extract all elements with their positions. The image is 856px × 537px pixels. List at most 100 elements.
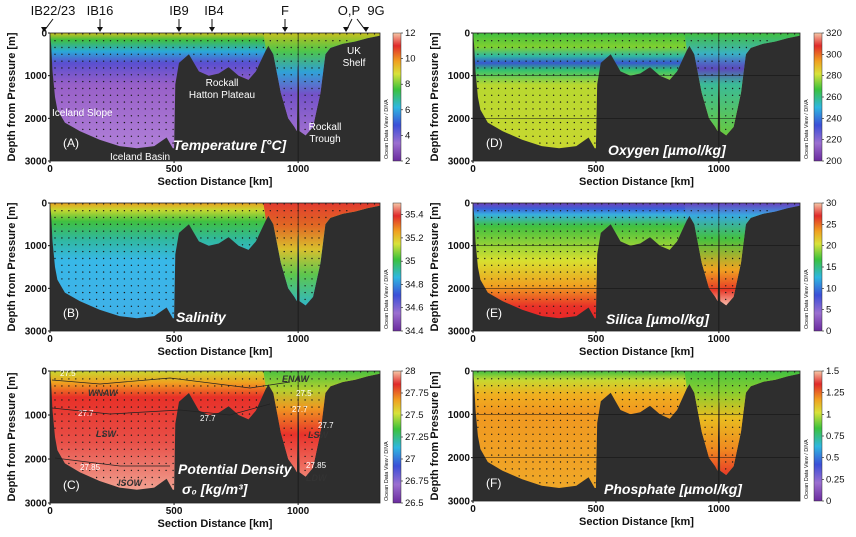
sample-dot bbox=[290, 230, 292, 232]
sample-dot bbox=[311, 60, 313, 62]
sample-dot bbox=[186, 33, 188, 35]
sample-dot bbox=[704, 419, 706, 422]
sample-dot bbox=[290, 115, 292, 117]
sample-dot bbox=[137, 142, 139, 144]
sample-dot bbox=[144, 128, 146, 131]
sample-dot bbox=[518, 468, 520, 470]
sample-dot bbox=[221, 46, 223, 49]
sample-dot bbox=[601, 392, 603, 394]
sample-dot bbox=[82, 203, 84, 205]
sample-dot bbox=[54, 420, 56, 422]
sample-dot bbox=[234, 203, 237, 205]
colorbar-tick-label: 200 bbox=[826, 156, 842, 167]
sample-dot bbox=[137, 420, 139, 422]
sample-dot bbox=[539, 237, 541, 239]
sample-dot bbox=[711, 87, 713, 90]
sample-dot bbox=[158, 46, 160, 49]
sample-dot bbox=[518, 121, 520, 124]
sample-dot bbox=[566, 101, 569, 103]
sample-dot bbox=[241, 237, 244, 239]
sample-dot bbox=[738, 378, 741, 380]
sample-dot bbox=[89, 237, 91, 239]
sample-dot bbox=[137, 285, 139, 287]
sample-dot bbox=[311, 74, 313, 76]
sample-dot bbox=[102, 46, 105, 49]
sample-dot bbox=[532, 257, 534, 260]
sample-dot bbox=[109, 210, 112, 212]
sample-dot bbox=[262, 216, 265, 219]
sample-dot bbox=[532, 108, 534, 110]
sample-dot bbox=[82, 230, 84, 232]
sample-dot bbox=[594, 468, 596, 470]
sample-dot bbox=[532, 412, 534, 415]
sample-dot bbox=[649, 392, 651, 394]
sample-dot bbox=[89, 378, 91, 380]
sample-dot bbox=[532, 392, 534, 394]
sample-dot bbox=[532, 223, 534, 225]
sample-dot bbox=[172, 385, 174, 387]
sample-dot bbox=[663, 412, 665, 415]
sample-dot bbox=[594, 80, 596, 83]
sample-dot bbox=[635, 60, 637, 62]
isopycnal-label: 27.85 bbox=[306, 461, 327, 470]
sample-dot bbox=[532, 475, 534, 477]
sample-dot bbox=[594, 461, 596, 463]
sample-dot bbox=[311, 441, 313, 443]
sample-dot bbox=[683, 378, 686, 380]
sample-dot bbox=[193, 53, 195, 55]
sample-dot bbox=[54, 237, 56, 239]
sample-dot bbox=[54, 399, 56, 401]
sample-dot bbox=[200, 40, 202, 42]
sample-dot bbox=[621, 60, 624, 62]
sample-dot bbox=[559, 210, 562, 212]
sample-dot bbox=[621, 203, 624, 205]
sample-dot bbox=[144, 87, 146, 90]
sample-dot bbox=[304, 87, 306, 90]
sample-dot bbox=[304, 74, 306, 76]
sample-dot bbox=[566, 482, 569, 484]
sample-dot bbox=[511, 419, 513, 422]
sample-dot bbox=[89, 108, 91, 110]
sample-dot bbox=[151, 244, 153, 246]
sample-dot bbox=[731, 447, 734, 449]
sample-dot bbox=[116, 74, 119, 76]
sample-dot bbox=[497, 216, 500, 219]
sample-dot bbox=[546, 482, 548, 484]
sample-dot bbox=[102, 135, 105, 137]
sample-dot bbox=[484, 264, 486, 266]
sample-dot bbox=[200, 67, 202, 69]
sample-dot bbox=[82, 237, 84, 239]
sample-dot bbox=[566, 223, 569, 225]
sample-dot bbox=[130, 378, 133, 380]
sample-dot bbox=[221, 392, 223, 394]
sample-dot bbox=[165, 385, 167, 387]
sample-dot bbox=[594, 210, 596, 212]
sample-dot bbox=[151, 142, 153, 144]
sample-dot bbox=[587, 385, 589, 387]
sample-dot bbox=[587, 447, 589, 449]
sample-dot bbox=[95, 94, 98, 97]
sample-dot bbox=[711, 285, 713, 287]
sample-dot bbox=[179, 392, 181, 394]
sample-dot bbox=[200, 392, 202, 394]
sample-dot bbox=[283, 427, 285, 429]
sample-dot bbox=[130, 371, 133, 373]
sample-dot bbox=[158, 203, 160, 205]
sample-dot bbox=[144, 305, 146, 307]
sample-dot bbox=[670, 53, 672, 55]
sample-dot bbox=[580, 87, 582, 90]
sample-dot bbox=[587, 433, 589, 435]
sample-dot bbox=[642, 405, 644, 408]
sample-dot bbox=[172, 250, 174, 253]
sample-dot bbox=[539, 210, 541, 212]
sample-dot bbox=[165, 469, 167, 472]
sample-dot bbox=[151, 285, 153, 287]
sample-dot bbox=[594, 305, 596, 307]
sample-dot bbox=[766, 40, 768, 42]
sample-dot bbox=[311, 80, 313, 83]
annotation-line: Shelf bbox=[343, 58, 366, 69]
sample-dot bbox=[511, 67, 513, 69]
sample-dot bbox=[608, 385, 610, 387]
sample-dot bbox=[346, 203, 348, 205]
sample-dot bbox=[532, 210, 534, 212]
